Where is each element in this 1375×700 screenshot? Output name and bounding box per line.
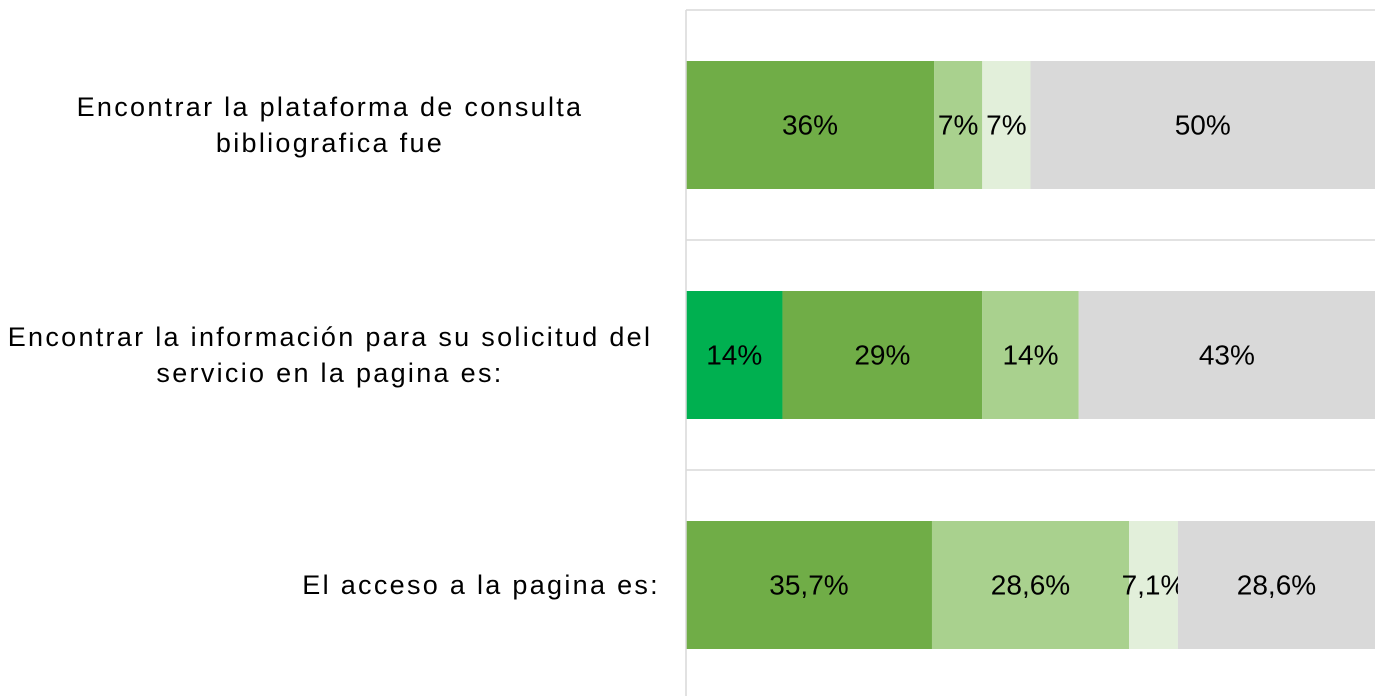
data-label: 28,6% (1237, 569, 1316, 600)
data-label: 7% (938, 109, 978, 140)
data-label: 29% (854, 339, 910, 370)
data-label: 43% (1199, 339, 1255, 370)
data-label: 14% (1002, 339, 1058, 370)
data-label: 14% (706, 339, 762, 370)
category-label-box: El acceso a la pagina es: (0, 470, 660, 700)
data-label: 50% (1175, 109, 1231, 140)
category-label: El acceso a la pagina es: (302, 567, 660, 603)
category-label-box: Encontrar la información para su solicit… (0, 240, 660, 470)
data-label: 7,1% (1122, 569, 1186, 600)
category-label-box: Encontrar la plataforma de consulta bibl… (0, 10, 660, 240)
data-label: 7% (986, 109, 1026, 140)
data-label: 35,7% (769, 569, 848, 600)
category-label: Encontrar la plataforma de consulta bibl… (0, 89, 660, 161)
data-label: 28,6% (991, 569, 1070, 600)
category-label: Encontrar la información para su solicit… (0, 319, 660, 391)
data-label: 36% (782, 109, 838, 140)
